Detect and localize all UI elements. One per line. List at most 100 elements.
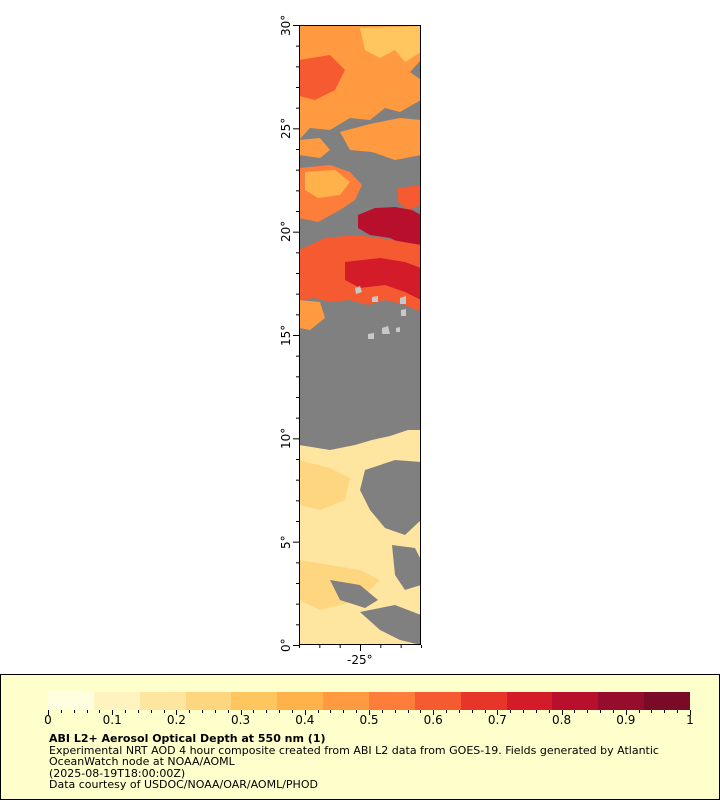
aod-field (299, 25, 421, 645)
colorbar-minor-tick (356, 710, 357, 713)
aod-region-north (299, 25, 421, 140)
colorbar-major-tick (176, 710, 177, 715)
colorbar-minor-tick (536, 710, 537, 713)
colorbar-minor-tick (574, 710, 575, 713)
aod-region-mid-c-dark (345, 258, 421, 300)
colorbar-minor-tick (61, 710, 62, 713)
colorbar-minor-tick (677, 710, 678, 713)
land-patch-3 (400, 296, 406, 304)
legend-panel: 0 0.1 0.2 0.3 0.4 0.5 0.6 0.7 0.8 0.9 1 ABI L2+ Ae… (0, 674, 720, 800)
colorbar-segment (460, 692, 507, 710)
colorbar-minor-tick (382, 710, 383, 713)
colorbar-minor-tick (292, 710, 293, 713)
colorbar-minor-tick (600, 710, 601, 713)
colorbar-minor-tick (485, 710, 486, 713)
colorbar-tick-label: 0 (44, 713, 52, 727)
map-panel: 0° 5° 10° 15° 20° 25° 30° -25° (279, 14, 422, 667)
land-patch-7 (401, 309, 406, 316)
colorbar-major-tick (497, 710, 498, 715)
colorbar-segment (506, 692, 553, 710)
colorbar-minor-tick (459, 710, 460, 713)
colorbar-major-tick (562, 710, 563, 715)
legend-description-line-2: OceanWatch node at NOAA/AOML (49, 755, 235, 769)
colorbar-minor-tick (664, 710, 665, 713)
colorbar-tick-label: 0.7 (487, 713, 507, 727)
aod-region-mid-dark (358, 207, 421, 245)
colorbar-tick-label: 0.6 (423, 713, 443, 727)
aod-region-mid-d (299, 300, 325, 330)
colorbar-major-tick (626, 710, 627, 715)
colorbar-minor-tick (639, 710, 640, 713)
land-patch-2 (372, 296, 378, 302)
land-patch-4 (382, 326, 390, 334)
colorbar-minor-tick (613, 710, 614, 713)
colorbar (48, 692, 691, 710)
colorbar-minor-tick (408, 710, 409, 713)
colorbar-segment (93, 692, 140, 710)
colorbar-minor-tick (138, 710, 139, 713)
lat-tick-label: 0° (279, 638, 293, 652)
lat-tick-label: 30° (279, 14, 293, 36)
legend-credits: Data courtesy of USDOC/NOAA/OAR/AOML/PHO… (49, 778, 318, 792)
colorbar-minor-tick (472, 710, 473, 713)
colorbar-segment (552, 692, 599, 710)
colorbar-minor-tick (125, 710, 126, 713)
colorbar-segment (414, 692, 461, 710)
lat-tick-label: 25° (279, 117, 293, 139)
colorbar-major-tick (690, 710, 691, 715)
lat-tick-label: 5° (279, 535, 293, 549)
no-data-patch-2 (392, 545, 421, 590)
colorbar-tick-label: 0.8 (552, 713, 572, 727)
colorbar-major-tick (241, 710, 242, 715)
colorbar-minor-tick (87, 710, 88, 713)
colorbar-minor-tick (228, 710, 229, 713)
lat-tick-label: 10° (279, 427, 293, 449)
colorbar-minor-tick (279, 710, 280, 713)
colorbar-minor-tick (202, 710, 203, 713)
colorbar-segment (231, 692, 278, 710)
colorbar-tick-label: 0.9 (616, 713, 636, 727)
colorbar-tick-label: 1 (686, 713, 694, 727)
legend-title: ABI L2+ Aerosol Optical Depth at 550 nm … (49, 732, 326, 745)
land-patch-5 (368, 333, 374, 339)
colorbar-minor-tick (215, 710, 216, 713)
colorbar-segment (277, 692, 324, 710)
map-canvas (293, 25, 422, 651)
aod-region-north-light (360, 26, 421, 62)
lat-tick-label: 15° (279, 324, 293, 346)
colorbar-segment (598, 692, 645, 710)
colorbar-minor-tick (253, 710, 254, 713)
colorbar-segment (644, 692, 691, 710)
no-data-patch-1 (360, 460, 421, 535)
colorbar-minor-tick (343, 710, 344, 713)
colorbar-minor-tick (446, 710, 447, 713)
plot-frame (299, 25, 421, 645)
aod-region-north-b (340, 118, 421, 160)
colorbar-segment (369, 692, 415, 710)
colorbar-minor-tick (74, 710, 75, 713)
colorbar-segment (139, 692, 186, 710)
aod-region-mid-b (398, 185, 421, 210)
colorbar-minor-tick (395, 710, 396, 713)
colorbar-tick-label: 0.2 (166, 713, 186, 727)
colorbar-minor-tick (189, 710, 190, 713)
colorbar-major-tick (433, 710, 434, 715)
axis-ticks (293, 25, 422, 651)
colorbar-minor-tick (523, 710, 524, 713)
colorbar-minor-tick (266, 710, 267, 713)
colorbar-major-tick (112, 710, 113, 715)
colorbar-tick-label: 0.4 (295, 713, 315, 727)
colorbar-minor-tick (99, 710, 100, 713)
colorbar-segment (185, 692, 232, 710)
colorbar-minor-tick (420, 710, 421, 713)
colorbar-minor-tick (164, 710, 165, 713)
land-patch-6 (396, 327, 400, 332)
aod-region-north-dark (299, 55, 345, 100)
colorbar-major-tick (369, 710, 370, 715)
legend-text: ABI L2+ Aerosol Optical Depth at 550 nm … (49, 733, 659, 791)
colorbar-major-tick (305, 710, 306, 715)
legend-timestamp: (2025-08-19T18:00:00Z) (49, 766, 186, 780)
colorbar-tick-label: 0.1 (102, 713, 122, 727)
colorbar-minor-tick (587, 710, 588, 713)
lon-tick-label: -25° (347, 653, 373, 667)
